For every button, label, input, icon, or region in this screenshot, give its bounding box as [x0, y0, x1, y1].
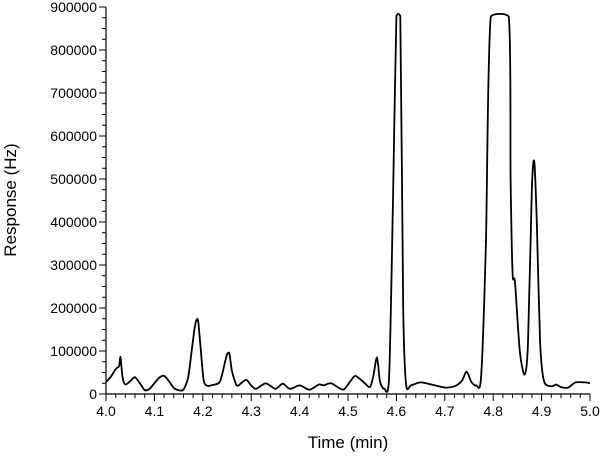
y-tick-label: 500000	[50, 171, 97, 187]
x-tick-label: 4.4	[290, 403, 310, 419]
x-tick-label: 5.0	[580, 403, 600, 419]
y-tick-label: 100000	[50, 343, 97, 359]
y-tick-label: 800000	[50, 42, 97, 58]
y-axis-title: Response (Hz)	[1, 143, 20, 256]
x-tick-labels: 4.0 4.1 4.2 4.3 4.4 4.5 4.6 4.7 4.8 4.9 5.0	[96, 403, 600, 419]
x-tick-label: 4.9	[532, 403, 552, 419]
y-tick-label: 0	[89, 386, 97, 402]
x-axis-title: Time (min)	[308, 433, 389, 452]
y-tick-label: 300000	[50, 257, 97, 273]
y-tick-label: 900000	[50, 0, 97, 15]
x-tick-label: 4.3	[241, 403, 261, 419]
x-tick-label: 4.2	[193, 403, 213, 419]
x-tick-label: 4.0	[96, 403, 116, 419]
x-tick-label: 4.5	[338, 403, 358, 419]
y-tick-label: 200000	[50, 300, 97, 316]
x-tick-label: 4.7	[435, 403, 455, 419]
y-tick-label: 600000	[50, 128, 97, 144]
x-tick-label: 4.8	[483, 403, 503, 419]
x-tick-label: 4.6	[387, 403, 407, 419]
y-tick-labels: 0 100000 200000 300000 400000 500000 600000 700…	[50, 0, 97, 402]
x-tick-label: 4.1	[145, 403, 165, 419]
axis-ticks	[99, 6, 591, 401]
y-tick-label: 700000	[50, 85, 97, 101]
series-line-chromatogram	[105, 12, 591, 393]
y-tick-label: 400000	[50, 214, 97, 230]
